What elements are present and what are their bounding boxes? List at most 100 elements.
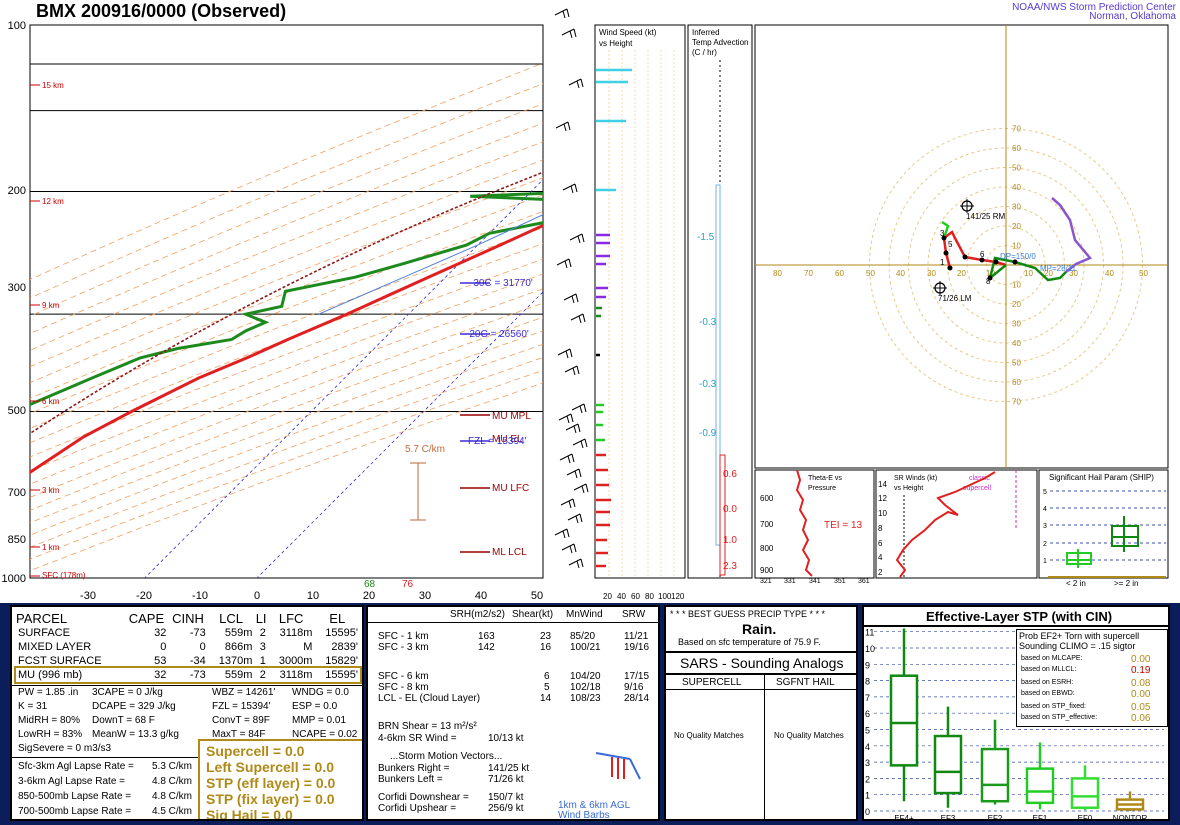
hodo-axis-label: 40: [896, 269, 905, 278]
stp-ytick: 1: [865, 791, 870, 801]
wind-barb-flag: [572, 498, 576, 508]
parcel-row[interactable]: FCST SURFACE 53 -34 1370m 1 3000m 15829': [16, 654, 360, 668]
stp-legend-title1: Prob EF2+ Torn with supercell: [1019, 631, 1140, 641]
wind-barb-flag: [575, 515, 579, 524]
wind-barb-flag: [573, 543, 577, 553]
parcel-hdr: PARCEL: [16, 611, 68, 626]
stp-ytick: 0: [865, 807, 870, 817]
stp-legend-label: based on MLLCL:: [1021, 666, 1077, 673]
parcel-row-selected[interactable]: MU (996 mb) 32 -73 559m 2 3118m 15595': [14, 666, 362, 684]
stp-legend-value: 0.08: [1131, 678, 1151, 689]
tei-label: TEI = 13: [824, 520, 863, 531]
hodo-axis-label: 60: [835, 269, 844, 278]
te-ytick: 700: [760, 520, 774, 529]
wind-barb-flag: [573, 425, 577, 434]
stp-category: EF4+: [894, 814, 914, 821]
wind-barb-staff: [569, 233, 583, 241]
height-15km: 15 km: [42, 81, 64, 90]
parcel-row[interactable]: MIXED LAYER 0 0 866m 3 M 2839': [16, 640, 360, 654]
sr-subtitle: vs Height: [894, 485, 923, 492]
dry-adiabat: [30, 177, 543, 384]
hodo-point: [1012, 259, 1018, 265]
kin-srw: 28/14: [624, 693, 650, 704]
dry-adiabat: [30, 227, 543, 429]
ta-cold-bar: [715, 184, 721, 546]
cell: 15595': [325, 669, 358, 681]
hodo-upper: [1051, 197, 1093, 273]
kin-mnwind: 104/20: [570, 671, 601, 682]
wind-barb-flag: [562, 10, 566, 19]
wind-barb-staff: [565, 423, 579, 431]
wind-barb-staff: [568, 78, 582, 86]
srwind-value: 10/13 kt: [488, 733, 524, 744]
kin-shear: 23: [540, 631, 552, 642]
wind-barb-flag: [566, 8, 570, 18]
dry-adiabat: [30, 330, 543, 524]
lapse-label: Sfc-3km Agl Lapse Rate =: [18, 761, 134, 772]
stp-category: EF0: [1078, 814, 1093, 821]
precip-note: Based on sfc temperature of 75.9 F.: [678, 637, 821, 647]
hodo-axis-label: 10: [1024, 269, 1033, 278]
wind-barb-staff: [561, 543, 575, 551]
ta-label: -0.3: [699, 317, 717, 328]
ship-cat: >= 2 in: [1114, 579, 1138, 588]
skewt-panel: 100 200 300 500 700 850 1000 -30 -20 -10…: [2, 20, 544, 602]
kin-row-label: SFC - 8 km: [378, 682, 429, 693]
sr-ytick: 14: [878, 480, 887, 489]
kin-hdr: SRW: [622, 609, 646, 620]
lapse-value: 4.5 C/km: [152, 806, 193, 817]
kin-row-label: LCL - EL (Cloud Layer): [378, 693, 481, 704]
hodo-ring-label: 70: [1012, 398, 1021, 407]
wind-barb-flag: [567, 455, 571, 464]
vec-value: 256/9 kt: [488, 803, 524, 814]
srwind-label: 4-6km SR Wind =: [378, 733, 457, 744]
wind-barb-flag: [578, 468, 582, 478]
parcel-row[interactable]: SURFACE 32 -73 559m 2 3118m 15595': [16, 626, 360, 640]
wind-barb-staff: [572, 438, 586, 446]
brn-shear: BRN Shear = 13 m²/s²: [378, 721, 477, 732]
sr-supercell: supercell: [963, 485, 991, 492]
ws-tick: 80: [645, 592, 654, 601]
barb-caption2: Wind Barbs: [558, 810, 610, 821]
idx: LowRH = 83%: [18, 729, 83, 740]
hodo-annotation: 1: [940, 258, 945, 267]
composite-box: Supercell = 0.0 Left Supercell = 0.0 STP…: [198, 739, 362, 819]
composite-stp-fix: STP (fix layer) = 0.0: [206, 791, 335, 807]
hodo-annotation: 141/25 RM: [966, 212, 1005, 221]
hodo-low: [941, 220, 950, 239]
stp-ytick: 3: [865, 758, 870, 768]
wind-barb-flag: [581, 233, 585, 243]
cell: 0: [160, 641, 167, 653]
hodo-ring-label: 50: [1012, 359, 1021, 368]
hodo-point: [941, 235, 947, 241]
dry-adiabat: [30, 288, 543, 485]
idx: ESP = 0.0: [292, 701, 338, 712]
sr-winds-frame: [875, 469, 1038, 579]
stp-ytick: 4: [865, 742, 870, 752]
wind-barb-staff: [570, 313, 584, 321]
kin-shear: 6: [544, 671, 550, 682]
cell: 53: [154, 655, 167, 667]
wind-barb-flag: [584, 438, 588, 448]
sr-classic: classic: [969, 475, 991, 482]
ship-title: Significant Hail Param (SHIP): [1049, 473, 1154, 482]
parcel-panel: PARCEL CAPE CINH LCL LI LFC EL SURFACE 32…: [10, 605, 364, 821]
wind-barb-staff: [554, 528, 568, 536]
skewt-grid: [30, 62, 543, 578]
te-ytick: 600: [760, 494, 774, 503]
wind-barb-flag: [582, 313, 586, 323]
hodo-axis-label: 30: [927, 269, 936, 278]
ws-tick: 100: [658, 592, 672, 601]
sars-col1: SUPERCELL: [682, 677, 742, 688]
stp-legend-label: based on ESRH:: [1021, 679, 1074, 686]
stp-ytick: 2: [865, 774, 870, 784]
cell: -73: [189, 627, 206, 639]
idx: SigSevere = 0 m3/s3: [18, 743, 112, 754]
wind-barb-flag: [579, 405, 583, 414]
theta-e-subtitle: Pressure: [808, 485, 836, 492]
vec-label: Corfidi Downshear =: [378, 792, 469, 803]
wind-barb-flag: [568, 500, 572, 509]
ta-label: 0.6: [723, 469, 737, 480]
ta-label: 0.0: [723, 504, 737, 515]
skewt-traces: [30, 84, 543, 577]
